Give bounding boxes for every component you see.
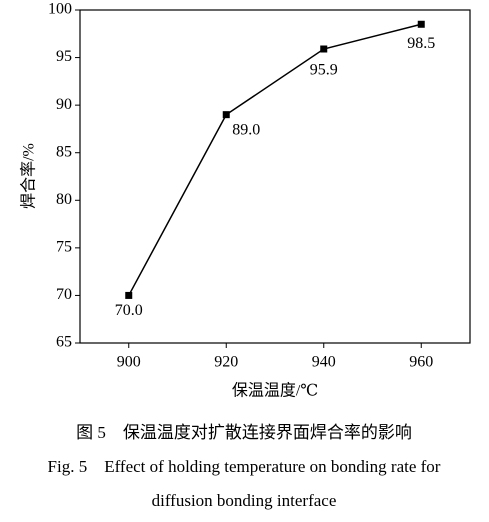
data-label: 89.0	[232, 121, 260, 138]
marker	[222, 111, 230, 119]
marker	[320, 45, 328, 53]
x-axis-label: 保温温度/℃	[232, 382, 318, 400]
x-tick-label: 960	[409, 354, 433, 371]
y-tick-label: 90	[56, 96, 72, 113]
data-label: 95.9	[310, 62, 338, 79]
line	[128, 23, 422, 296]
x-tick-label: 900	[117, 354, 141, 371]
marker	[125, 291, 133, 299]
y-tick-label: 70	[56, 286, 72, 303]
y-tick-label: 85	[56, 143, 72, 160]
y-tick-label: 80	[56, 191, 72, 208]
y-tick-label: 100	[48, 1, 72, 18]
data-label: 70.0	[115, 302, 143, 319]
x-tick-label: 920	[214, 354, 238, 371]
y-tick-label: 75	[56, 239, 72, 256]
data-label: 98.5	[407, 35, 435, 52]
caption-cn: 图 5 保温温度对扩散连接界面焊合率的影响	[76, 423, 412, 442]
y-axis-label: 焊合率/%	[20, 143, 38, 209]
y-tick-label: 95	[56, 48, 72, 65]
caption-en: diffusion bonding interface	[152, 491, 337, 510]
x-tick-label: 940	[312, 354, 336, 371]
y-tick-label: 65	[56, 334, 72, 351]
plot-frame	[79, 9, 471, 344]
caption-en: Fig. 5 Effect of holding temperature on …	[48, 457, 441, 476]
marker	[417, 20, 425, 28]
